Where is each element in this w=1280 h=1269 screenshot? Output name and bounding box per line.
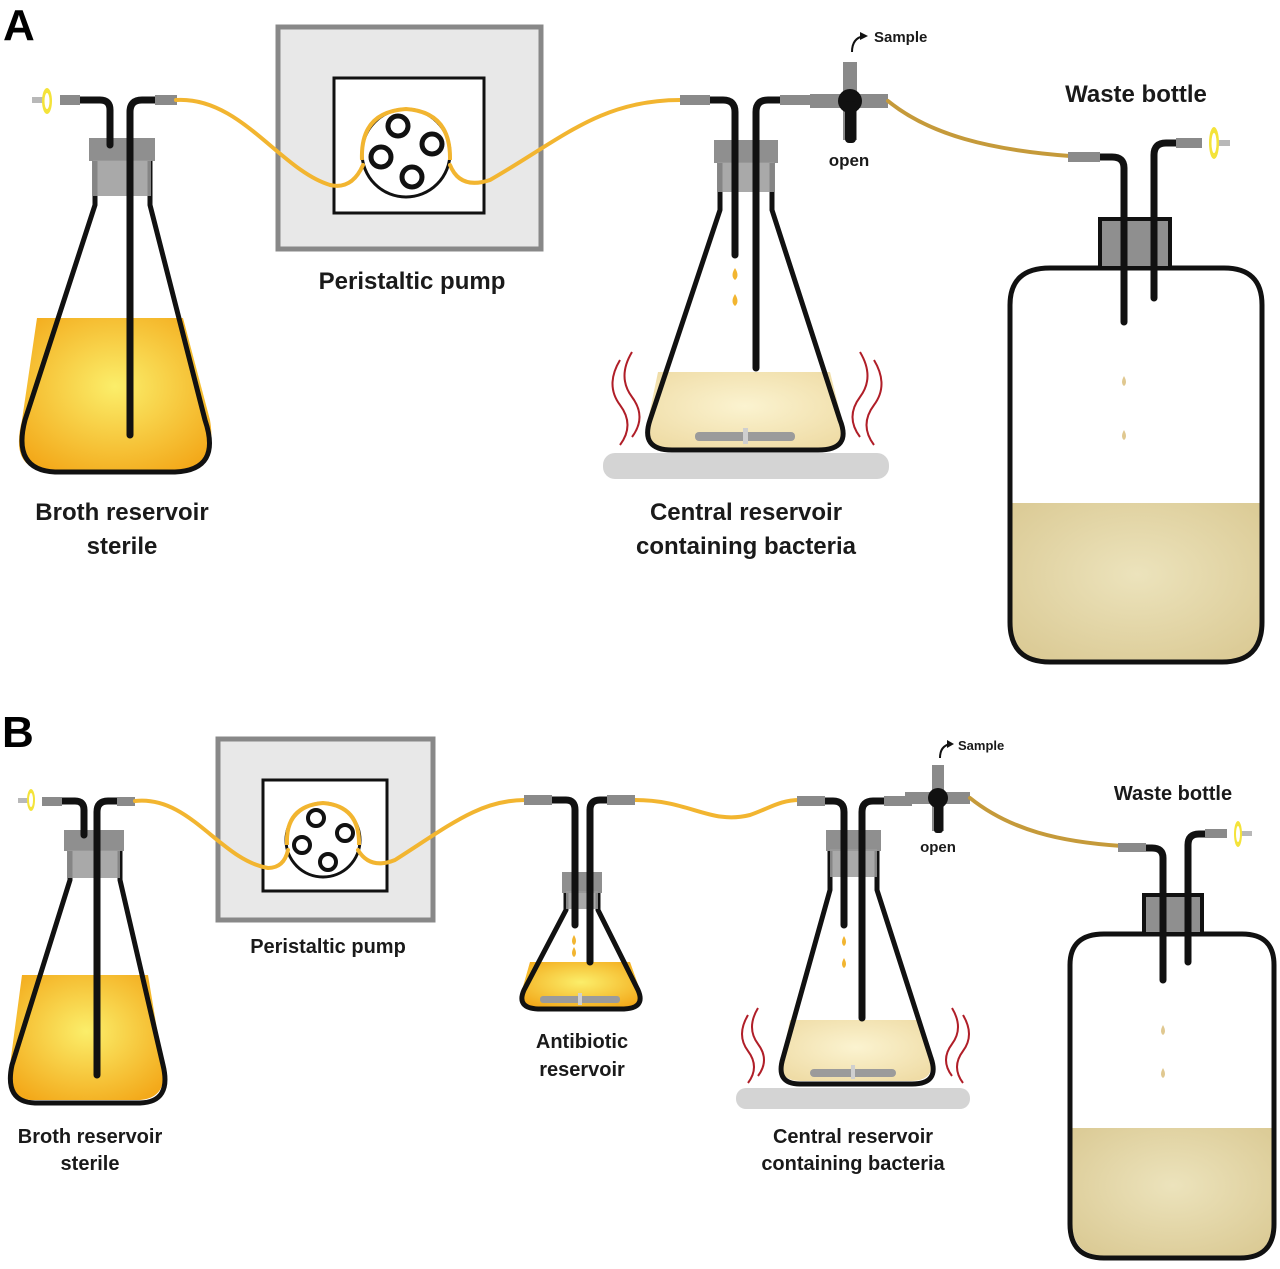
tubing-to-waste-a bbox=[886, 99, 1072, 158]
sample-label-a: Sample bbox=[874, 29, 927, 46]
tubing-broth-to-pump-a bbox=[174, 97, 365, 188]
pump-label-b: Peristaltic pump bbox=[250, 936, 406, 958]
tubing-antibiotic-to-central-b bbox=[633, 798, 802, 820]
waste-label-a: Waste bottle bbox=[1065, 81, 1207, 108]
valve-open-label-a: open bbox=[829, 151, 870, 170]
tubing-pump-to-central-a bbox=[448, 98, 682, 185]
broth-label-line2-b: sterile bbox=[61, 1153, 120, 1175]
sampling-valve-b bbox=[905, 740, 970, 833]
antibiotic-label-line2-b: reservoir bbox=[539, 1059, 625, 1081]
broth-label-line1-b: Broth reservoir bbox=[18, 1126, 163, 1148]
sample-label-b: Sample bbox=[958, 738, 1004, 753]
panel-letter-a: A bbox=[3, 1, 35, 50]
central-label-line1-b: Central reservoir bbox=[773, 1126, 933, 1148]
panel-b: B bbox=[2, 708, 1277, 1261]
broth-reservoir-flask-b bbox=[7, 789, 168, 1106]
broth-label-line1-a: Broth reservoir bbox=[35, 499, 208, 526]
peristaltic-pump-a bbox=[275, 24, 544, 252]
pump-label-a: Peristaltic pump bbox=[319, 268, 506, 295]
panel-letter-b: B bbox=[2, 708, 34, 757]
waste-label-b: Waste bottle bbox=[1114, 783, 1232, 805]
central-label-line1-a: Central reservoir bbox=[650, 499, 842, 526]
panel-a: A bbox=[3, 1, 1265, 665]
central-reservoir-flask-a bbox=[603, 95, 889, 479]
antibiotic-label-line1-b: Antibiotic bbox=[536, 1031, 628, 1053]
central-label-line2-a: containing bacteria bbox=[636, 533, 857, 560]
tubing-to-waste-b bbox=[968, 796, 1124, 848]
broth-reservoir-flask-a bbox=[18, 88, 212, 475]
valve-open-label-b: open bbox=[920, 839, 956, 856]
sampling-valve-a bbox=[810, 32, 888, 143]
waste-bottle-a bbox=[1007, 127, 1265, 665]
waste-bottle-b bbox=[1067, 821, 1277, 1261]
broth-label-line2-a: sterile bbox=[87, 533, 158, 560]
peristaltic-pump-b bbox=[215, 736, 436, 923]
tubing-broth-to-pump-b bbox=[133, 798, 290, 871]
antibiotic-reservoir-flask-b bbox=[519, 795, 643, 1012]
central-reservoir-flask-b bbox=[736, 796, 970, 1109]
tubing-pump-to-antibiotic-b bbox=[356, 798, 527, 866]
central-label-line2-b: containing bacteria bbox=[761, 1153, 945, 1175]
